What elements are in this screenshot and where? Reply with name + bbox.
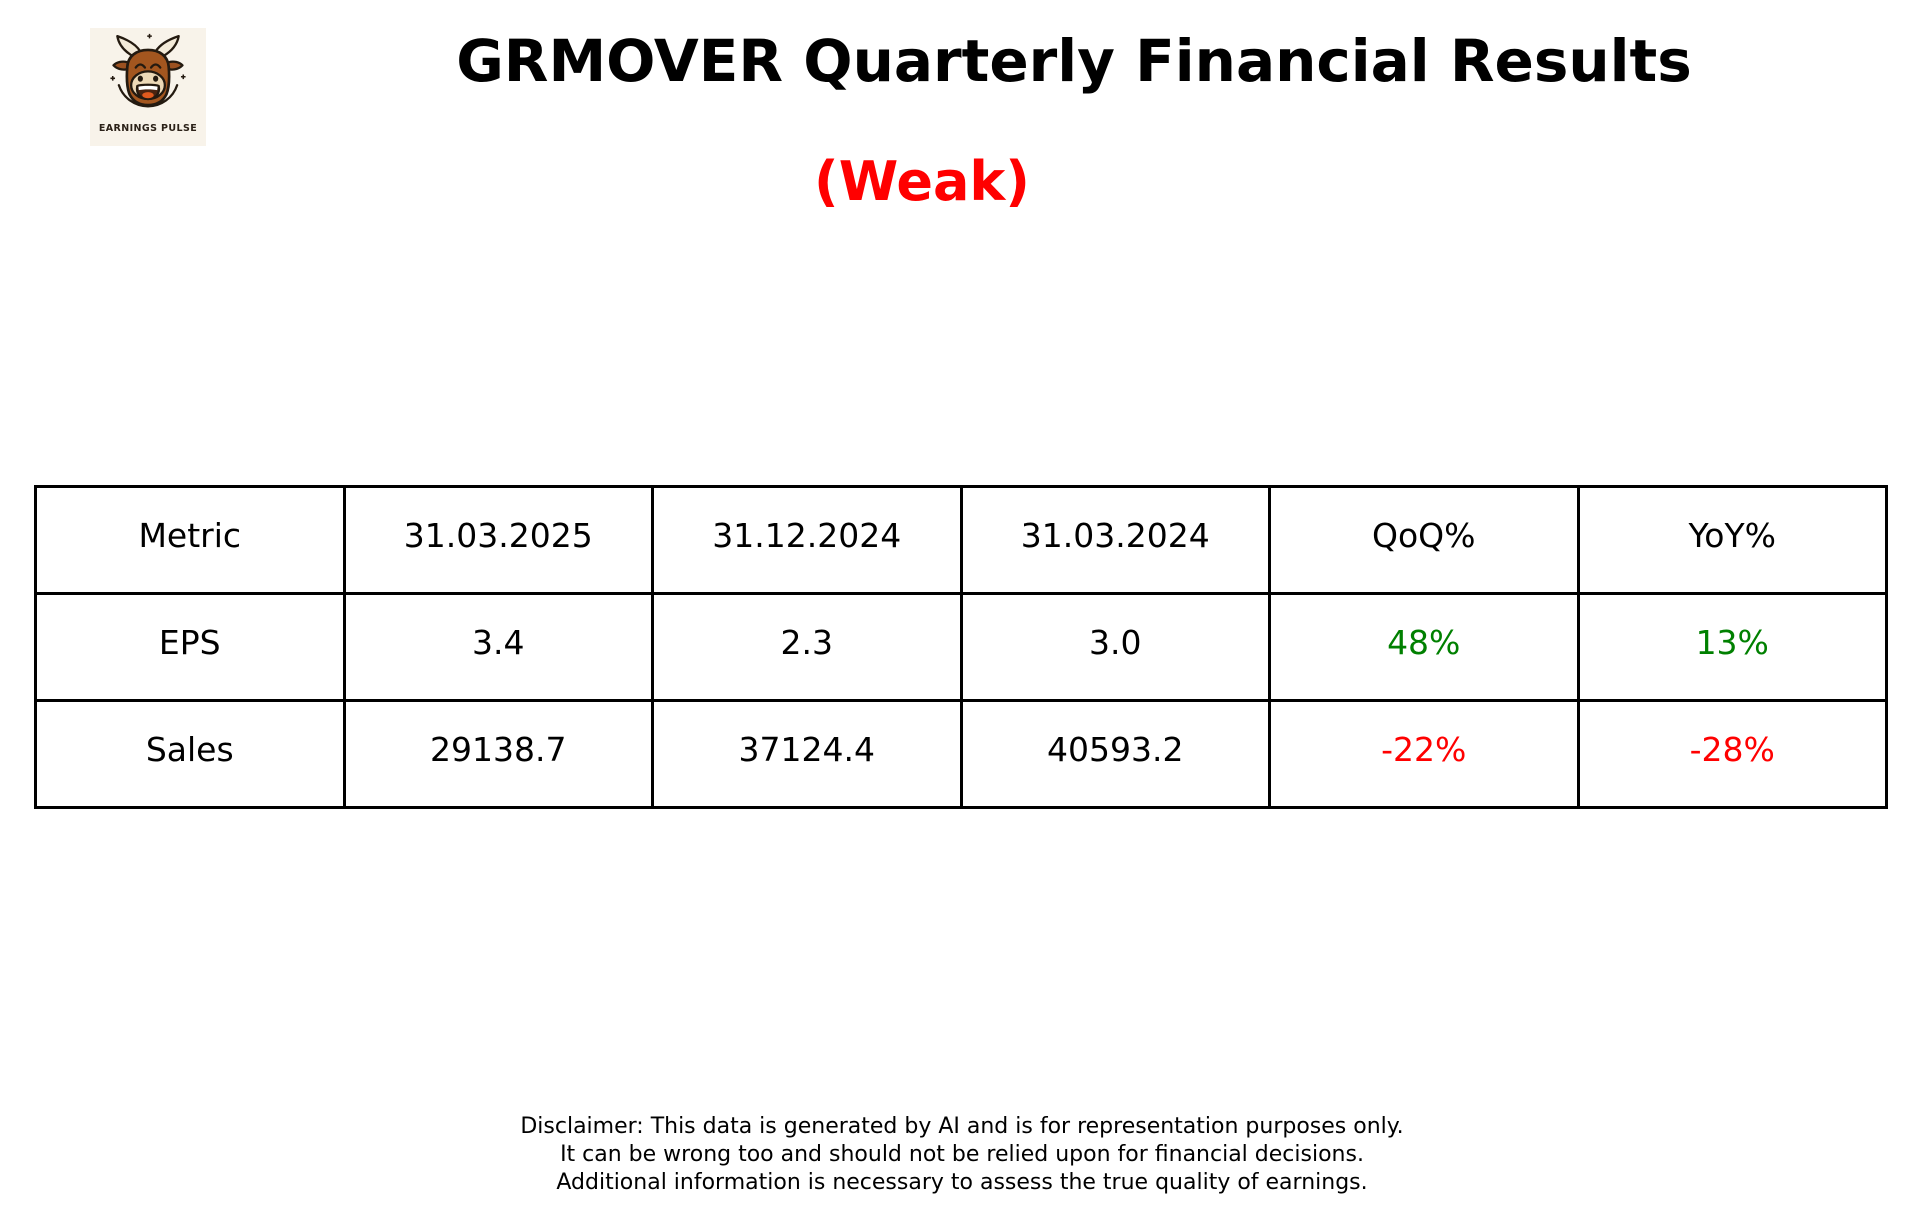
value-cell: 40593.2 <box>959 699 1271 809</box>
page-title: GRMOVER Quarterly Financial Results <box>456 27 1692 95</box>
laughing-bull-icon <box>110 33 186 108</box>
header-row: Metric 31.03.2025 31.12.2024 31.03.2024 … <box>34 485 1888 595</box>
disclaimer-line-1: Disclaimer: This data is generated by AI… <box>520 1114 1404 1139</box>
column-header-qoq: QoQ% <box>1268 485 1580 595</box>
qoq-cell: 48% <box>1268 592 1580 702</box>
earnings-pulse-logo: EARNINGS PULSE <box>90 28 206 146</box>
metric-cell: EPS <box>34 592 346 702</box>
financials-table: Metric 31.03.2025 31.12.2024 31.03.2024 … <box>34 485 1888 809</box>
table-row-eps: EPS 3.4 2.3 3.0 48% 13% <box>34 592 1888 702</box>
logo-brand-text: EARNINGS PULSE <box>98 123 198 134</box>
column-header-yoy: YoY% <box>1576 485 1888 595</box>
metric-cell: Sales <box>34 699 346 809</box>
qoq-cell: -22% <box>1268 699 1580 809</box>
column-header-31-03-2024: 31.03.2024 <box>959 485 1271 595</box>
table-row-sales: Sales 29138.7 37124.4 40593.2 -22% -28% <box>34 699 1888 809</box>
verdict-label: (Weak) <box>814 150 1030 213</box>
column-header-31-12-2024: 31.12.2024 <box>651 485 963 595</box>
disclaimer-line-2: It can be wrong too and should not be re… <box>560 1142 1364 1167</box>
value-cell: 3.4 <box>342 592 654 702</box>
column-header-metric: Metric <box>34 485 346 595</box>
financials-table-wrapper: Metric 31.03.2025 31.12.2024 31.03.2024 … <box>34 485 1888 809</box>
yoy-cell: 13% <box>1576 592 1888 702</box>
column-header-31-03-2025: 31.03.2025 <box>342 485 654 595</box>
disclaimer-line-3: Additional information is necessary to a… <box>556 1170 1368 1195</box>
yoy-cell: -28% <box>1576 699 1888 809</box>
value-cell: 2.3 <box>651 592 963 702</box>
value-cell: 37124.4 <box>651 699 963 809</box>
value-cell: 29138.7 <box>342 699 654 809</box>
value-cell: 3.0 <box>959 592 1271 702</box>
disclaimer-text: Disclaimer: This data is generated by AI… <box>520 1113 1403 1197</box>
